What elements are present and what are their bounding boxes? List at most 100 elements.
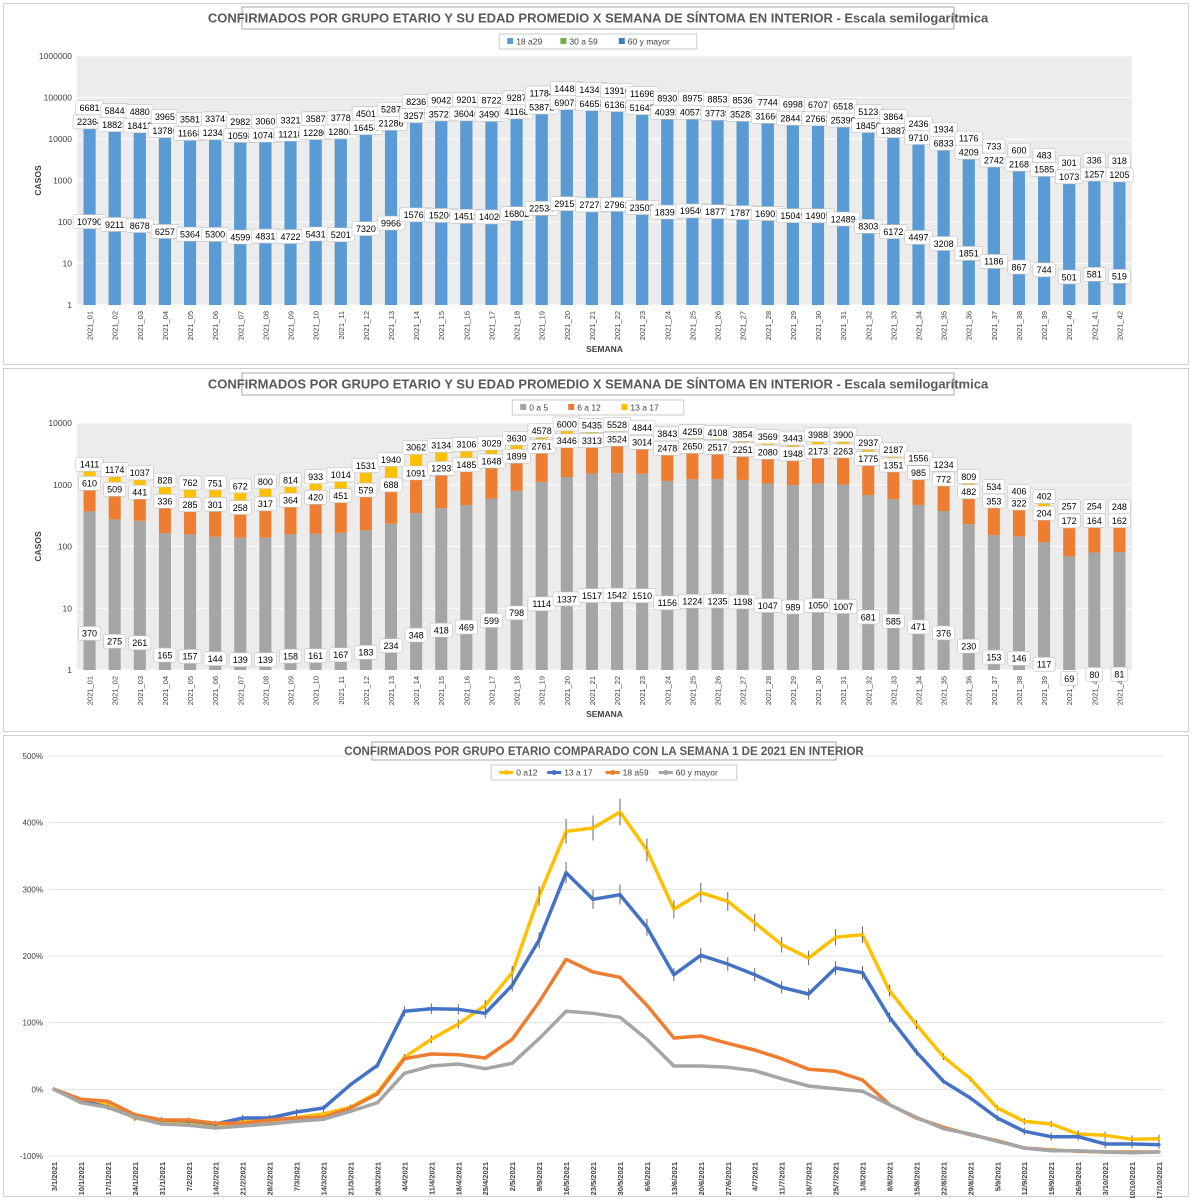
stacked-bar-chart-adults: CONFIRMADOS POR GRUPO ETARIO Y SU EDAD P…	[33, 6, 1134, 354]
chart3-point-13-a-17-40	[1130, 1142, 1134, 1146]
chart1-bar-total-31	[862, 123, 875, 305]
chart1-data-label-60ymayor-24: 8975	[682, 93, 702, 103]
chart1-data-label-edad-40: 581	[1087, 270, 1102, 280]
chart1-data-label-edad-13: 15761	[404, 210, 429, 220]
chart2-bar-0-a-5-9	[309, 533, 322, 670]
chart2-xtick-40: 2021_41	[1090, 676, 1099, 705]
chart3-point-13-a-17-13	[402, 1009, 406, 1013]
chart1-xtick-34: 2021_35	[940, 311, 949, 340]
chart2-data-label-13a17-11: 1531	[356, 461, 376, 471]
chart2-data-label-13a17-24: 4259	[682, 427, 702, 437]
chart1-data-label-edad-29: 14905	[805, 211, 830, 221]
chart1-bar-total-16	[485, 112, 498, 305]
chart2-data-label-6a12-2-box	[128, 484, 152, 500]
chart1-data-label-edad-35-box	[954, 246, 983, 261]
chart1-xtick-37: 2021_38	[1015, 311, 1024, 340]
chart2-data-label-13a17-16: 3029	[481, 438, 501, 448]
chart2-legend-swatch-2	[621, 404, 628, 410]
chart3-point-0-a12-19	[564, 829, 568, 833]
chart1-bar-total-11	[359, 125, 372, 305]
chart2-xtick-33: 2021_34	[914, 676, 923, 705]
chart2-data-label-0a5-13-box	[404, 627, 428, 643]
chart2-bar-0-a-5-8	[284, 534, 297, 670]
chart3-point-13-a-17-35	[995, 1116, 999, 1120]
chart3-point-60-y-mayor-8	[268, 1122, 272, 1126]
chart2-data-label-13a17-2-box	[125, 465, 154, 481]
chart2-data-label-13a17-8-box	[279, 472, 302, 488]
chart2-xtick-35: 2021_36	[965, 676, 974, 705]
chart3-point-60-y-mayor-23	[672, 1064, 676, 1068]
chart1-data-label-edad-37: 867	[1011, 262, 1026, 272]
chart2-data-label-6a12-0-box	[78, 475, 101, 491]
chart3-point-60-y-mayor-3	[133, 1115, 137, 1119]
chart2-bar-6-a-12-30	[837, 452, 850, 485]
chart2-data-label-6a12-3: 336	[157, 497, 172, 507]
chart1-data-label-edad-25: 18777	[705, 207, 730, 217]
chart2-bar-6-a-12-2	[133, 494, 146, 521]
chart2-data-label-0a5-39-box	[1060, 671, 1078, 686]
chart3-point-60-y-mayor-6	[214, 1126, 218, 1130]
chart2-bar-0-a-5-34	[937, 510, 950, 670]
chart1-bar-total-9	[309, 130, 322, 305]
chart3-point-18-a59-17	[510, 1037, 514, 1041]
chart3-point-13-a-17-14	[429, 1007, 433, 1011]
chart2-data-label-13a17-39: 257	[1062, 502, 1077, 512]
chart3-xtick-8: 28/2/2021	[266, 1162, 275, 1195]
chart2-data-label-13a17-33: 1556	[908, 453, 928, 463]
chart1-title-frame	[241, 6, 955, 30]
chart1-ytick-4: 10000	[48, 134, 72, 144]
chart3-xtick-26: 4/7/2021	[751, 1162, 760, 1191]
chart1-xtick-2: 2021_03	[136, 311, 145, 340]
chart2-xtick-17: 2021_18	[513, 676, 522, 705]
chart1-xtick-41: 2021_42	[1115, 311, 1124, 340]
chart1-data-label-30a59-19: 69072	[554, 98, 579, 108]
chart1-bar-total-1	[108, 122, 121, 305]
chart2-bar-0-a-5-29	[811, 483, 825, 670]
chart3-line-13-a-17	[53, 870, 1160, 1147]
chart3-point-18-a59-14	[429, 1052, 433, 1056]
chart1-bar-total-33	[912, 135, 925, 305]
chart3-point-13-a-17-37	[1049, 1135, 1053, 1139]
chart1-data-label-60ymayor-37-box	[1007, 142, 1031, 158]
chart1-data-label-60ymayor-37: 600	[1011, 145, 1026, 155]
chart3-point-0-a12-21	[618, 810, 622, 814]
chart2-data-label-0a5-4-box	[178, 649, 202, 664]
chart1-data-label-30a59-32: 13887	[881, 126, 906, 136]
chart2-xtick-10: 2021_11	[337, 676, 346, 705]
chart2-legend-label-0: 0 a 5	[529, 403, 548, 413]
chart2-data-label-0a5-12: 234	[383, 641, 398, 651]
chart1-data-label-30a59-4: 11668	[178, 129, 202, 139]
chart3-point-13-a-17-23	[672, 973, 676, 977]
chart2-xtick-0: 2021_01	[86, 676, 95, 705]
chart3-point-60-y-mayor-40	[1130, 1151, 1134, 1155]
chart2-data-label-13a17-39-box	[1057, 499, 1081, 514]
chart1-bar-total-3	[158, 128, 171, 305]
chart3-point-18-a59-20	[591, 970, 595, 974]
chart3-ytick-4: 300%	[23, 885, 43, 894]
chart1-data-label-edad-18: 22534	[529, 204, 554, 214]
chart2-bar-0-a-5-6	[234, 537, 247, 670]
chart1-xtick-36: 2021_37	[990, 311, 999, 340]
chart1-data-label-30a59-37: 2168	[1009, 159, 1029, 169]
chart2-xtick-2: 2021_03	[136, 676, 145, 705]
chart2-bar-6-a-12-7	[259, 505, 272, 538]
chart2-bar-0-a-5-19	[560, 476, 573, 670]
chart2-data-label-6a12-1: 509	[107, 485, 122, 495]
chart1-legend-swatch-2	[618, 38, 625, 44]
chart1-xtick-39: 2021_40	[1065, 311, 1074, 340]
chart2-data-label-6a12-2: 441	[132, 488, 147, 498]
chart1-data-label-edad-14: 15206	[429, 211, 454, 221]
chart1-data-label-60ymayor-14: 9042	[431, 95, 451, 105]
chart2-xtick-31: 2021_32	[864, 676, 873, 705]
chart2-data-label-6a12-16: 1648	[481, 456, 501, 466]
chart3-point-18-a59-1	[79, 1097, 83, 1101]
chart1-ytick-3: 1000	[53, 176, 72, 186]
chart3-point-0-a12-10	[321, 1112, 326, 1116]
chart2-data-label-0a5-32-box	[881, 613, 905, 629]
chart2-data-label-13a17-35: 809	[961, 472, 976, 482]
chart2-data-label-13a17-3: 828	[157, 475, 172, 485]
chart1-data-label-edad-41-box	[1108, 269, 1131, 284]
chart3-legend-label-2: 18 a59	[623, 768, 649, 778]
chart2-bar-6-a-12-13	[410, 474, 423, 514]
chart2-data-label-0a5-41: 81	[1114, 669, 1124, 679]
